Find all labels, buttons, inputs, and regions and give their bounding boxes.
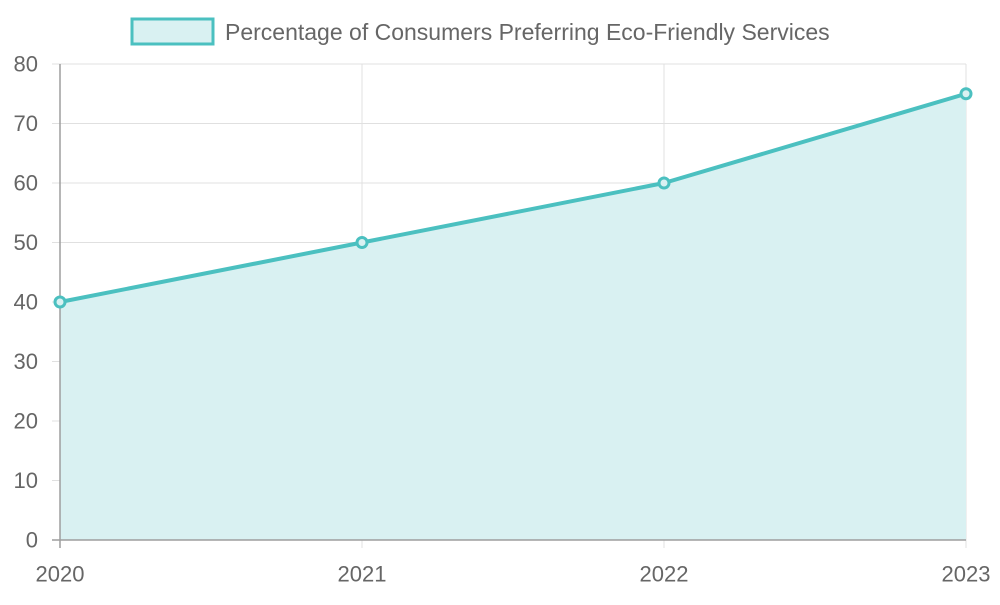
series-area-fill [60,93,966,540]
y-tick-label: 40 [14,290,38,315]
data-point [355,236,369,249]
data-point [53,295,67,309]
data-point [959,87,973,101]
y-tick-label: 0 [26,528,38,553]
y-tick-label: 80 [14,52,38,77]
series-line-layer [59,91,967,304]
area-layer [60,93,966,540]
series-line [59,91,967,304]
legend[interactable]: Percentage of Consumers Preferring Eco-F… [130,17,830,46]
x-tick-label: 2023 [942,562,991,587]
y-tick-label: 70 [14,111,38,136]
y-tick-label: 50 [14,230,38,255]
data-point [657,176,671,190]
legend-swatch[interactable] [130,17,215,46]
legend-label: Percentage of Consumers Preferring Eco-F… [225,19,830,45]
x-tick-label: 2020 [36,562,85,587]
data-points [53,87,973,309]
x-axis-tick-labels: 2020 2021 2022 2023 [36,562,991,587]
x-tick-label: 2022 [640,562,689,587]
y-tick-label: 20 [14,409,38,434]
y-tick-label: 10 [14,468,38,493]
y-tick-label: 60 [14,171,38,196]
x-tick-label: 2021 [338,562,387,587]
y-tick-label: 30 [14,349,38,374]
y-axis-tick-labels: 0 10 20 30 40 50 60 70 80 [14,52,38,553]
